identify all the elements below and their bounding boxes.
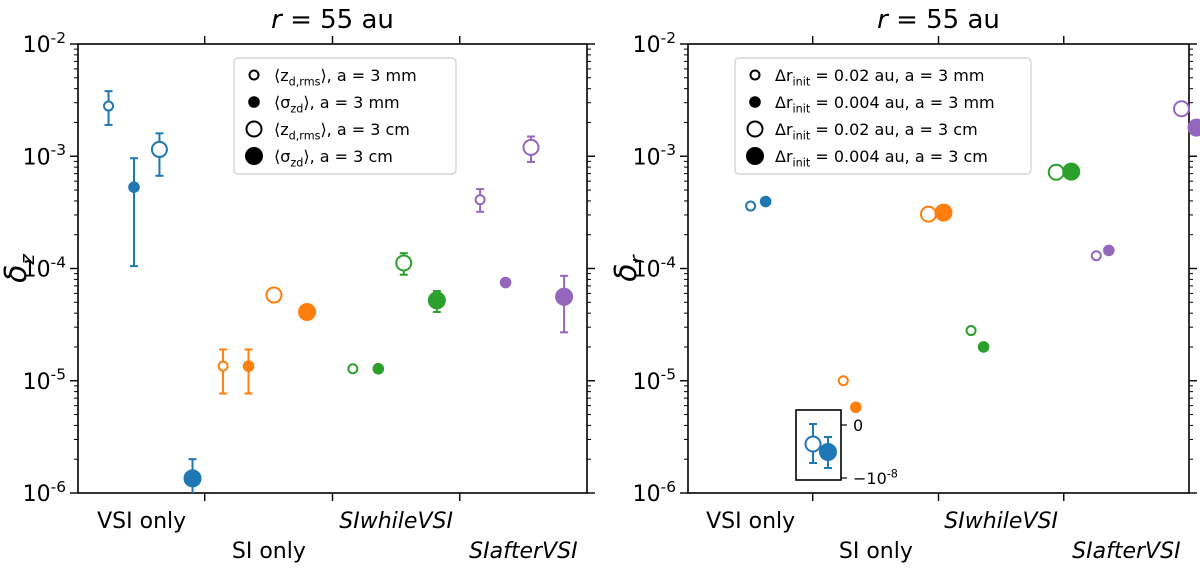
data-point: [474, 194, 486, 206]
y-tick-label: 10-6: [633, 478, 676, 507]
data-point: [242, 360, 255, 372]
legend-box: [233, 57, 457, 175]
category-label: SI only: [839, 539, 913, 564]
data-point: [347, 363, 359, 375]
data-point: [934, 203, 953, 222]
y-tick-label: 10-4: [633, 253, 676, 282]
data-point: [183, 469, 202, 488]
data-point: [217, 360, 229, 372]
inset-tick-label: 0: [853, 416, 863, 435]
data-point: [265, 286, 283, 304]
legend-marker: [749, 96, 761, 108]
data-point: [103, 100, 115, 112]
data-point: [395, 254, 413, 272]
category-label: VSI only: [706, 509, 795, 534]
data-point: [819, 443, 837, 461]
data-point: [837, 375, 849, 387]
data-point: [850, 401, 862, 414]
y-tick-label: 10-2: [633, 29, 676, 58]
legend-box: [734, 57, 1032, 175]
category-label: VSI only: [97, 509, 186, 534]
data-point: [522, 138, 540, 156]
data-point: [919, 205, 937, 223]
data-point: [1187, 118, 1200, 137]
legend-label: ⟨zd,rms⟩, a = 3 cm: [274, 120, 410, 142]
chart-title: r = 55 au: [877, 5, 1000, 35]
legend-label: Δrinit = 0.004 au, a = 3 cm: [775, 147, 988, 169]
data-point: [427, 291, 446, 310]
legend-label: Δrinit = 0.02 au, a = 3 mm: [775, 66, 984, 88]
data-point: [1172, 100, 1190, 118]
legend-label: ⟨zd,rms⟩, a = 3 mm: [274, 66, 417, 88]
legend-marker: [746, 120, 764, 138]
data-point: [555, 287, 574, 306]
y-tick-label: 10-3: [633, 141, 676, 170]
data-point: [128, 181, 140, 194]
data-point: [965, 325, 977, 337]
legend-marker: [248, 69, 260, 81]
y-tick-label: 10-2: [23, 29, 66, 58]
legend-label: ⟨σzd⟩, a = 3 cm: [274, 147, 393, 169]
y-axis-label: δr: [609, 253, 649, 281]
data-point: [1047, 163, 1065, 181]
legend-marker: [746, 147, 764, 165]
y-tick-label: 10-3: [23, 141, 66, 170]
data-point: [150, 140, 168, 158]
data-point: [372, 362, 385, 375]
legend-marker: [248, 96, 260, 108]
legend-marker: [245, 120, 263, 138]
inset-tick-label: −10-8: [853, 467, 898, 488]
legend-label: Δrinit = 0.004 au, a = 3 mm: [775, 93, 995, 115]
y-axis-label: δz: [0, 254, 39, 283]
category-label: SI only: [232, 539, 306, 564]
inset: 0 −10-8: [795, 409, 898, 488]
y-tick-label: 10-6: [23, 478, 66, 507]
data-point: [1062, 162, 1081, 181]
category-label: SIwhileVSI: [339, 509, 453, 534]
data-point: [804, 435, 822, 453]
legend-label: ⟨σzd⟩, a = 3 mm: [274, 93, 400, 115]
data-point: [745, 200, 757, 212]
data-point: [977, 341, 990, 353]
data-point: [298, 302, 317, 321]
y-tick-label: 10-5: [23, 366, 66, 395]
y-tick-label: 10-5: [633, 366, 676, 395]
category-label: SIafterVSI: [469, 539, 577, 564]
data-point: [499, 276, 512, 289]
chart-title: r = 55 au: [271, 5, 394, 35]
data-point: [1103, 244, 1115, 257]
data-point: [1090, 250, 1102, 262]
legend-marker: [749, 69, 761, 81]
legend-label: Δrinit = 0.02 au, a = 3 cm: [775, 120, 978, 142]
legend-marker: [245, 147, 263, 165]
data-point: [759, 195, 772, 208]
panel-delta-z: r = 55 au δz 10-6 10-5 10-4 10-3 10-2 VSI only S…: [0, 5, 595, 564]
y-tick-label: 10-4: [23, 253, 66, 282]
panel-delta-r: r = 55 au δr 10-6 10-5 10-4 10-3 10-2 VSI only S…: [609, 5, 1200, 564]
category-label: SIwhileVSI: [944, 509, 1058, 534]
category-label: SIafterVSI: [1072, 539, 1180, 564]
